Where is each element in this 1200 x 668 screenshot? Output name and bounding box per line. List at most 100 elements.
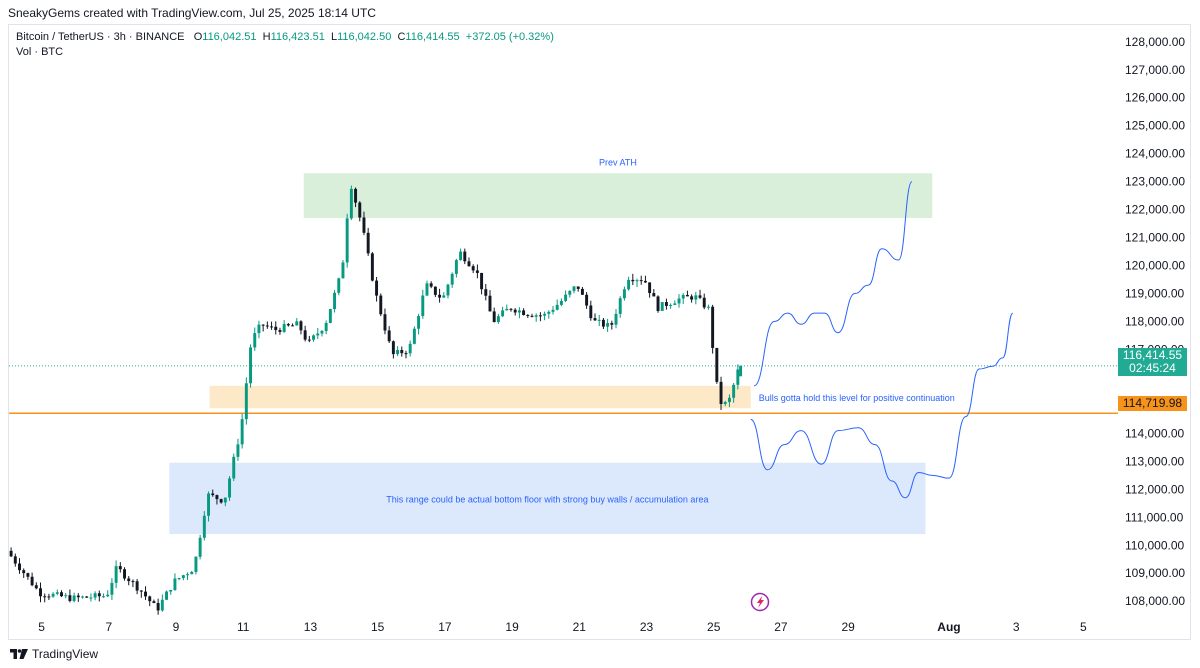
candle[interactable] — [30, 576, 34, 586]
candle[interactable] — [316, 333, 320, 336]
candle[interactable] — [463, 251, 467, 262]
candle[interactable] — [207, 493, 211, 516]
candle[interactable] — [261, 324, 265, 326]
candle[interactable] — [727, 397, 731, 403]
candle[interactable] — [190, 571, 194, 575]
candle[interactable] — [450, 273, 454, 285]
candle[interactable] — [454, 260, 458, 274]
candle[interactable] — [173, 578, 177, 590]
candle[interactable] — [43, 596, 47, 598]
candle[interactable] — [114, 566, 118, 583]
candle[interactable] — [89, 597, 93, 599]
candle[interactable] — [526, 315, 530, 317]
candle[interactable] — [589, 305, 593, 319]
candle[interactable] — [601, 319, 605, 327]
candle[interactable] — [417, 316, 421, 329]
candle[interactable] — [333, 292, 337, 310]
candle[interactable] — [135, 581, 139, 591]
candle[interactable] — [559, 300, 563, 305]
candle[interactable] — [13, 556, 17, 564]
candle[interactable] — [181, 575, 185, 579]
candle[interactable] — [156, 603, 160, 611]
candle[interactable] — [265, 325, 269, 327]
candle[interactable] — [198, 537, 202, 557]
candle[interactable] — [219, 499, 223, 503]
candle[interactable] — [719, 381, 723, 404]
candle[interactable] — [202, 515, 206, 538]
candle[interactable] — [694, 295, 698, 300]
candle[interactable] — [723, 402, 727, 404]
candle[interactable] — [652, 293, 656, 297]
candle[interactable] — [211, 493, 215, 496]
candle[interactable] — [383, 314, 387, 331]
candle[interactable] — [274, 326, 278, 331]
candle[interactable] — [425, 283, 429, 296]
candle[interactable] — [530, 315, 534, 317]
candle[interactable] — [488, 295, 492, 312]
candle[interactable] — [81, 596, 84, 598]
candle[interactable] — [299, 321, 303, 331]
candle[interactable] — [169, 589, 173, 592]
candle[interactable] — [513, 309, 517, 313]
candle[interactable] — [320, 331, 324, 334]
candle[interactable] — [446, 284, 450, 296]
candle[interactable] — [505, 308, 509, 311]
candle[interactable] — [307, 339, 311, 341]
candle[interactable] — [370, 253, 374, 281]
candle[interactable] — [244, 383, 248, 420]
candle[interactable] — [387, 330, 391, 342]
last-candle[interactable] — [739, 365, 743, 377]
candle[interactable] — [564, 294, 568, 301]
candle[interactable] — [669, 304, 673, 306]
candle[interactable] — [97, 593, 101, 597]
prev-ath-zone[interactable] — [303, 173, 933, 219]
candle[interactable] — [295, 321, 299, 326]
candle[interactable] — [375, 280, 379, 296]
candle[interactable] — [60, 592, 63, 597]
candle[interactable] — [656, 296, 660, 311]
candle[interactable] — [593, 318, 597, 321]
candle[interactable] — [396, 349, 400, 355]
candle[interactable] — [354, 188, 358, 203]
candle[interactable] — [580, 288, 584, 295]
candle[interactable] — [9, 550, 13, 557]
support-zone[interactable] — [209, 385, 751, 409]
candle[interactable] — [362, 217, 366, 233]
candle[interactable] — [538, 315, 542, 317]
candle[interactable] — [34, 585, 38, 589]
candle[interactable] — [152, 601, 156, 604]
candle[interactable] — [690, 296, 694, 300]
candle[interactable] — [358, 202, 362, 218]
candle[interactable] — [433, 286, 437, 295]
candle[interactable] — [475, 270, 479, 273]
candle[interactable] — [509, 308, 513, 310]
candle[interactable] — [698, 295, 702, 298]
candle[interactable] — [240, 419, 244, 445]
candle[interactable] — [547, 311, 551, 314]
candle[interactable] — [85, 596, 89, 598]
candle[interactable] — [228, 478, 232, 498]
candle[interactable] — [421, 295, 425, 317]
candle[interactable] — [249, 347, 253, 384]
candle[interactable] — [484, 289, 488, 296]
candle[interactable] — [480, 272, 484, 290]
candle[interactable] — [664, 302, 668, 306]
candle[interactable] — [618, 298, 622, 314]
candle[interactable] — [660, 302, 664, 311]
candle[interactable] — [496, 316, 500, 323]
candle[interactable] — [412, 328, 416, 344]
candle[interactable] — [341, 262, 345, 279]
lightning-event-icon[interactable] — [750, 592, 770, 612]
candle[interactable] — [639, 280, 643, 282]
accumulation-zone[interactable] — [169, 462, 926, 535]
candle[interactable] — [467, 261, 471, 267]
retest-projection-path[interactable] — [750, 312, 1014, 499]
candle[interactable] — [68, 595, 72, 601]
candle[interactable] — [26, 573, 30, 577]
candle[interactable] — [257, 324, 261, 334]
candle[interactable] — [568, 290, 572, 295]
candle[interactable] — [131, 581, 135, 583]
bullish-projection-path[interactable] — [753, 181, 913, 387]
candle[interactable] — [312, 335, 316, 340]
